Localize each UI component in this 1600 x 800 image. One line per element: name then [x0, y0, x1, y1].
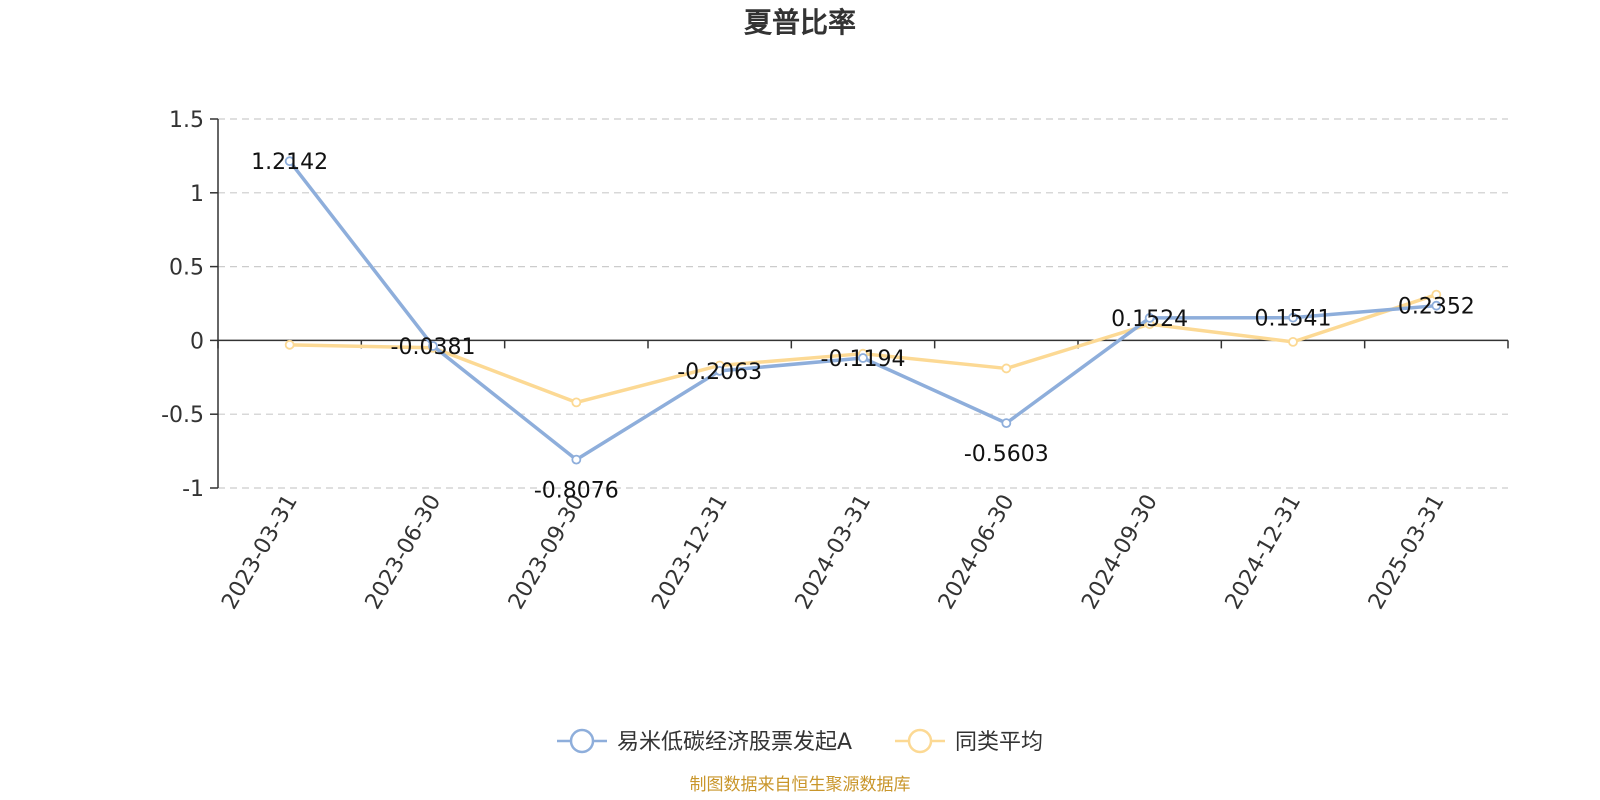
y-tick-label: 1: [190, 182, 204, 207]
legend-circle-icon: [907, 728, 933, 754]
x-tick-label: 2024-06-30: [934, 490, 1020, 613]
data-point-fund[interactable]: [571, 454, 582, 465]
x-tick-label: 2023-03-31: [217, 491, 303, 614]
data-point-fund[interactable]: [1001, 418, 1012, 429]
x-tick-label: 2025-03-31: [1364, 491, 1450, 614]
data-labels: 1.2142 -0.0381 -0.8076 -0.2063 -0.1194 -0.560…: [251, 150, 1475, 503]
legend-label: 同类平均: [955, 730, 1043, 755]
data-point-fund[interactable]: [1144, 313, 1155, 323]
data-point-fund[interactable]: [1288, 312, 1298, 323]
x-tick-label: 2024-03-31: [791, 491, 877, 614]
legend[interactable]: 易米低碳经济股票发起A 同类平均: [557, 728, 1043, 755]
x-tick-label: 2023-09-30: [504, 491, 590, 614]
data-label: 1.2142: [251, 150, 328, 175]
y-tick-label: -0.5: [161, 403, 204, 428]
data-point-fund[interactable]: [714, 365, 725, 376]
data-label: 0.1541: [1255, 307, 1332, 332]
data-label: -0.1194: [821, 347, 906, 372]
source-note: 制图数据来自恒生聚源数据库: [690, 775, 911, 795]
legend-item-fund[interactable]: 易米低碳经济股票发起A: [557, 728, 852, 755]
data-point-average[interactable]: [284, 339, 295, 350]
x-tick-label: 2023-06-30: [361, 491, 447, 614]
data-point-average[interactable]: [1431, 289, 1442, 300]
legend-label: 易米低碳经济股票发起A: [617, 730, 852, 755]
data-label: -0.8076: [534, 479, 619, 504]
chart-title: 夏普比率: [744, 6, 856, 39]
data-label: 0.1524: [1111, 307, 1188, 332]
y-tick-label: 0.5: [169, 256, 204, 281]
data-point-fund[interactable]: [284, 156, 295, 167]
grid: [218, 118, 1508, 489]
data-point-fund[interactable]: [858, 353, 868, 363]
y-tick-label: 0: [190, 329, 204, 354]
legend-circle-icon: [569, 728, 595, 754]
data-point-average[interactable]: [571, 397, 582, 408]
x-tick-label: 2023-12-31: [647, 491, 733, 614]
data-label: -0.0381: [391, 335, 476, 360]
x-tick-label: 2024-12-31: [1221, 491, 1307, 614]
data-point-fund[interactable]: [1431, 300, 1442, 311]
legend-item-average[interactable]: 同类平均: [895, 728, 1043, 755]
data-label: -0.2063: [677, 360, 762, 385]
data-point-fund[interactable]: [428, 341, 438, 351]
data-point-average[interactable]: [1001, 363, 1012, 374]
data-point-average[interactable]: [1288, 336, 1298, 347]
data-label: -0.5603: [964, 442, 1049, 467]
data-label: 0.2352: [1398, 295, 1475, 320]
y-tick-label: 1.5: [169, 108, 204, 133]
series: [284, 156, 1442, 465]
x-tick-label: 2024-09-30: [1077, 491, 1163, 614]
y-tick-label: -1: [182, 477, 204, 502]
